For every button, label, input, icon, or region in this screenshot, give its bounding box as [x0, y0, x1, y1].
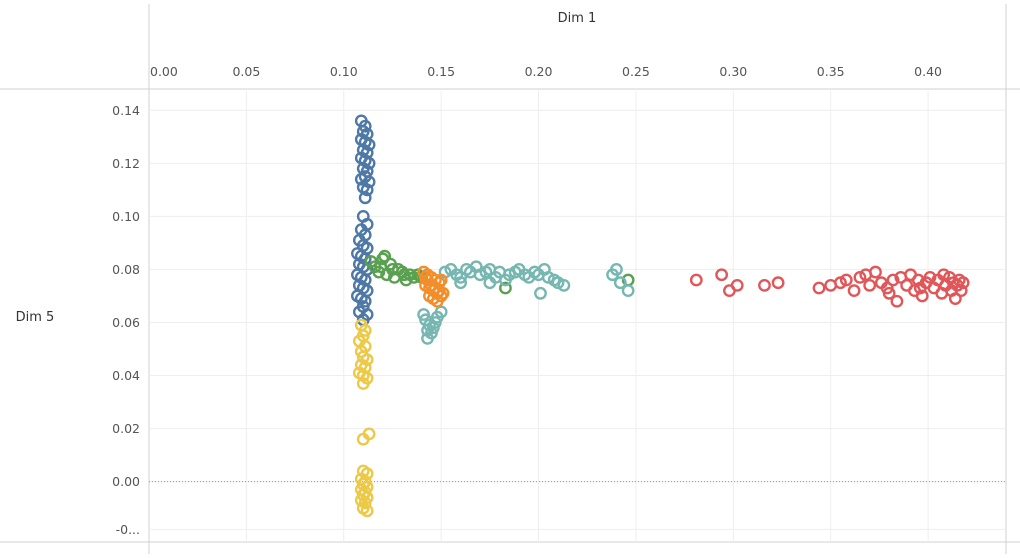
series-red	[689, 265, 970, 308]
data-point[interactable]	[610, 263, 623, 276]
x-tick-label: 0.20	[525, 64, 553, 79]
data-points	[351, 114, 970, 518]
y-tick-label: 0.00	[112, 474, 140, 489]
data-point[interactable]	[454, 270, 468, 284]
data-point[interactable]	[948, 292, 962, 306]
data-point[interactable]	[358, 191, 372, 205]
data-point[interactable]	[890, 294, 904, 308]
y-tick-label: 0.04	[112, 368, 140, 383]
data-point[interactable]	[430, 294, 444, 308]
data-point[interactable]	[434, 305, 448, 319]
y-tick-label: 0.06	[112, 315, 140, 330]
data-point[interactable]	[483, 276, 497, 290]
data-point[interactable]	[915, 289, 929, 303]
data-point[interactable]	[397, 268, 411, 282]
y-tick-label: 0.12	[112, 156, 140, 171]
x-tick-label: 0.30	[719, 64, 747, 79]
data-point[interactable]	[923, 270, 937, 284]
x-tick-label: 0.25	[622, 64, 650, 79]
data-point[interactable]	[956, 276, 970, 290]
data-point[interactable]	[913, 281, 927, 295]
data-point[interactable]	[730, 278, 744, 292]
data-point[interactable]	[454, 276, 468, 290]
data-point[interactable]	[937, 268, 951, 282]
y-tick-label: -0...	[116, 522, 140, 537]
data-point[interactable]	[421, 331, 434, 345]
data-point[interactable]	[378, 249, 392, 263]
series-blue	[351, 114, 376, 327]
series-orange	[417, 265, 450, 308]
data-point[interactable]	[954, 284, 968, 298]
data-point[interactable]	[911, 273, 925, 287]
data-point[interactable]	[360, 504, 374, 518]
data-point[interactable]	[847, 284, 861, 298]
data-point[interactable]	[886, 273, 900, 287]
data-point[interactable]	[839, 273, 853, 287]
x-tick-label: 0.15	[427, 64, 455, 79]
series-yellow	[352, 318, 376, 518]
x-axis-ticks: 0.00 0.05 0.10 0.15 0.20 0.25 0.30 0.35 0.40	[150, 64, 942, 79]
data-point[interactable]	[360, 183, 374, 197]
data-point[interactable]	[419, 270, 432, 284]
gridlines	[149, 91, 1006, 542]
y-tick-label: 0.10	[112, 209, 140, 224]
x-axis-title: Dim 1	[558, 11, 597, 26]
data-point[interactable]	[621, 284, 635, 298]
data-point[interactable]	[354, 172, 368, 186]
data-point[interactable]	[771, 276, 785, 290]
data-point[interactable]	[386, 263, 399, 276]
series-teal	[417, 260, 635, 345]
data-point[interactable]	[374, 260, 388, 274]
data-point[interactable]	[882, 286, 896, 300]
y-tick-label: 0.08	[112, 262, 140, 277]
data-point[interactable]	[356, 377, 370, 390]
x-tick-label: 0.40	[914, 64, 942, 79]
data-point[interactable]	[557, 278, 571, 292]
data-point[interactable]	[436, 286, 450, 300]
y-tick-label: 0.02	[112, 421, 140, 436]
y-tick-label: 0.14	[112, 103, 140, 118]
data-point[interactable]	[758, 278, 771, 292]
data-point[interactable]	[613, 276, 627, 290]
data-point[interactable]	[362, 427, 376, 441]
x-tick-label: 0.35	[817, 64, 845, 79]
series-green	[364, 249, 635, 295]
data-point[interactable]	[715, 268, 729, 282]
data-point[interactable]	[812, 281, 826, 295]
x-tick-label: 0.05	[232, 64, 260, 79]
y-axis-ticks: 0.14 0.12 0.10 0.08 0.06 0.04 0.02 0.00 -0...	[112, 103, 140, 537]
data-point[interactable]	[689, 273, 703, 287]
x-tick-label: 0.10	[330, 64, 358, 79]
data-point[interactable]	[499, 281, 512, 295]
y-axis-title: Dim 5	[16, 310, 55, 325]
data-point[interactable]	[863, 278, 877, 292]
data-point[interactable]	[428, 316, 442, 329]
data-point[interactable]	[869, 265, 882, 279]
data-point[interactable]	[534, 286, 547, 300]
data-point[interactable]	[434, 273, 448, 287]
x-tick-label: 0.00	[150, 64, 178, 79]
